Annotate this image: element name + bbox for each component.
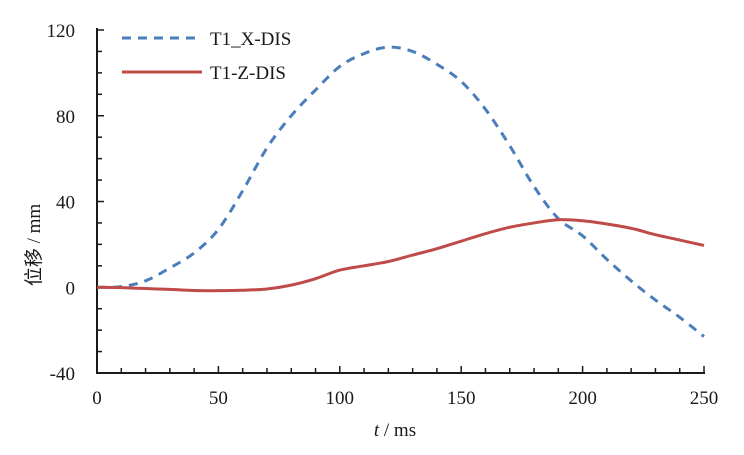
series-line-1 <box>96 218 705 293</box>
x-tick-label: 50 <box>209 388 228 409</box>
y-tick-label: 40 <box>56 193 75 214</box>
x-tick-label: 200 <box>568 388 597 409</box>
y-tick-label: 80 <box>56 107 75 128</box>
x-tick-label: 0 <box>92 388 102 409</box>
y-tick-label: 0 <box>66 278 76 299</box>
y-axis-label: 位移 / mm <box>23 204 45 287</box>
y-tick-label: -40 <box>50 364 75 385</box>
ticks: -40 0 40 80 120 0 50 100 150 200 250 <box>47 21 719 409</box>
x-tick-label: 250 <box>690 388 719 409</box>
x-tick-label: 150 <box>447 388 476 409</box>
legend: T1_X-DIS T1-Z-DIS <box>122 29 291 84</box>
x-axis-label: t / ms <box>374 420 416 441</box>
legend-label-0: T1_X-DIS <box>210 29 291 50</box>
x-tick-label: 100 <box>326 388 355 409</box>
x-axis-label-var: t <box>374 420 380 441</box>
legend-label-1: T1-Z-DIS <box>210 63 286 84</box>
series-layer <box>96 45 705 338</box>
y-tick-label: 120 <box>47 21 76 42</box>
series-line-0 <box>96 45 705 338</box>
x-axis-label-unit: / ms <box>379 420 416 441</box>
axes <box>96 28 705 374</box>
